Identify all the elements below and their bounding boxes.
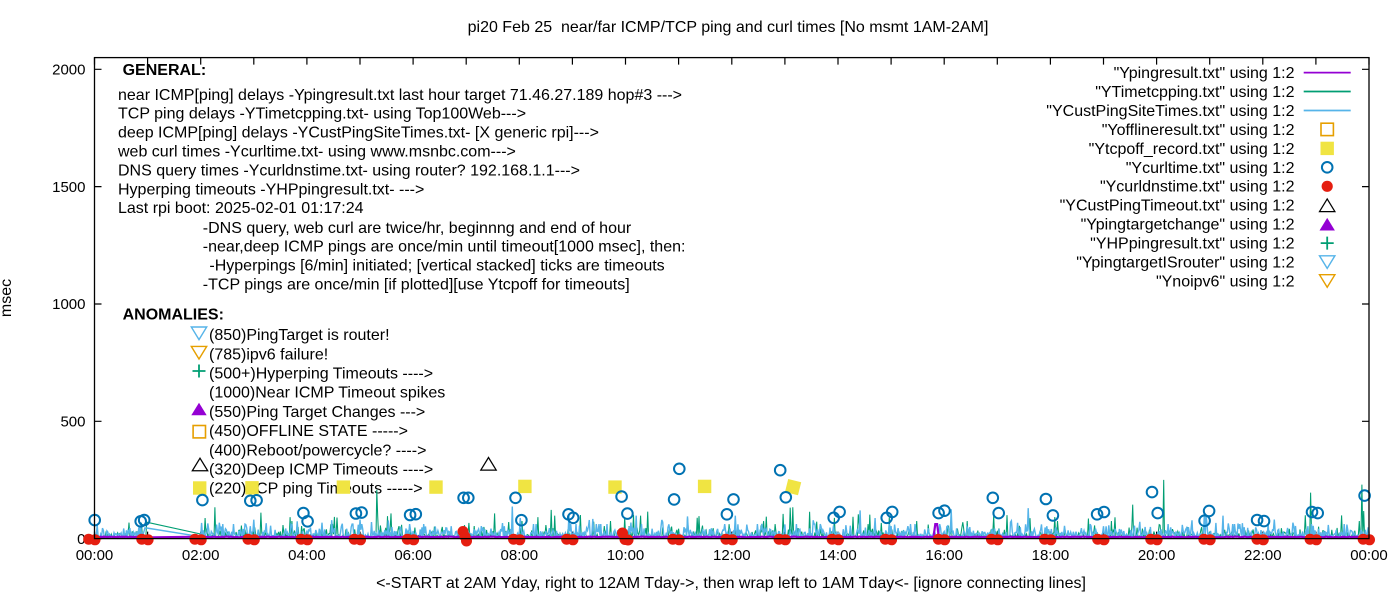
svg-text:GENERAL:: GENERAL: <box>123 62 207 79</box>
svg-text:web curl times -Ycurltime.txt-: web curl times -Ycurltime.txt- using www… <box>117 144 516 161</box>
svg-text:(450)OFFLINE STATE ----->: (450)OFFLINE STATE -----> <box>209 423 408 440</box>
svg-text:(850)PingTarget is router!: (850)PingTarget is router! <box>209 327 390 344</box>
svg-text:TCP ping delays -YTimetcpping.: TCP ping delays -YTimetcpping.txt- using… <box>118 106 526 123</box>
svg-text:-DNS query, web curl are twice: -DNS query, web curl are twice/hr, begin… <box>203 220 632 237</box>
svg-text:"Ynoipv6" using 1:2: "Ynoipv6" using 1:2 <box>1156 273 1295 290</box>
svg-text:ANOMALIES:: ANOMALIES: <box>123 306 224 323</box>
svg-text:"Ypingtargetchange" using 1:2: "Ypingtargetchange" using 1:2 <box>1081 217 1295 234</box>
svg-text:(220)TCP ping Timeouts ----->: (220)TCP ping Timeouts -----> <box>209 481 423 498</box>
svg-text:1000: 1000 <box>52 296 85 313</box>
svg-text:(785)ipv6 failure!: (785)ipv6 failure! <box>209 346 328 363</box>
svg-text:<-START at 2AM Yday, right to: <-START at 2AM Yday, right to 12AM Tday-… <box>376 575 1086 592</box>
svg-text:(1000)Near ICMP Timeout spikes: (1000)Near ICMP Timeout spikes <box>209 385 445 402</box>
svg-text:08:00: 08:00 <box>501 547 539 564</box>
svg-text:500: 500 <box>60 414 85 431</box>
svg-text:18:00: 18:00 <box>1032 547 1070 564</box>
svg-text:"Ypingresult.txt" using 1:2: "Ypingresult.txt" using 1:2 <box>1114 65 1295 82</box>
svg-text:1500: 1500 <box>52 179 85 196</box>
svg-text:"YHPpingresult.txt" using 1:2: "YHPpingresult.txt" using 1:2 <box>1090 236 1294 253</box>
svg-text:"YCustPingTimeout.txt" using 1: "YCustPingTimeout.txt" using 1:2 <box>1060 198 1295 215</box>
svg-text:Hyperping timeouts -YHPpingres: Hyperping timeouts -YHPpingresult.txt- -… <box>118 181 424 198</box>
svg-text:22:00: 22:00 <box>1244 547 1282 564</box>
svg-text:0: 0 <box>77 531 85 548</box>
svg-text:02:00: 02:00 <box>182 547 220 564</box>
svg-text:06:00: 06:00 <box>394 547 432 564</box>
svg-text:12:00: 12:00 <box>713 547 751 564</box>
svg-text:16:00: 16:00 <box>925 547 963 564</box>
svg-text:04:00: 04:00 <box>288 547 326 564</box>
svg-text:"YCustPingSiteTimes.txt" using: "YCustPingSiteTimes.txt" using 1:2 <box>1046 103 1294 120</box>
svg-text:(550)Ping Target Changes --->: (550)Ping Target Changes ---> <box>209 404 425 421</box>
svg-text:"Ytcpoff_record.txt" using 1:2: "Ytcpoff_record.txt" using 1:2 <box>1089 141 1295 158</box>
svg-text:msec: msec <box>0 279 15 317</box>
svg-text:"YpingtargetISrouter" using 1:: "YpingtargetISrouter" using 1:2 <box>1076 255 1294 272</box>
svg-text:-TCP pings are once/min [if pl: -TCP pings are once/min [if plotted][use… <box>203 277 630 294</box>
svg-text:00:00: 00:00 <box>76 547 114 564</box>
svg-text:-Hyperpings [6/min] initiated;: -Hyperpings [6/min] initiated; [vertical… <box>209 258 664 275</box>
svg-text:"Ycurldnstime.txt" using 1:2: "Ycurldnstime.txt" using 1:2 <box>1100 179 1295 196</box>
svg-text:00:00: 00:00 <box>1350 547 1388 564</box>
svg-text:near ICMP[ping] delays -Ypingr: near ICMP[ping] delays -Ypingresult.txt … <box>118 87 682 104</box>
svg-text:"Ycurltime.txt" using 1:2: "Ycurltime.txt" using 1:2 <box>1126 160 1295 177</box>
svg-text:Last rpi boot: 2025-02-01 01:1: Last rpi boot: 2025-02-01 01:17:24 <box>118 200 364 217</box>
svg-text:20:00: 20:00 <box>1138 547 1176 564</box>
svg-text:2000: 2000 <box>52 62 85 79</box>
svg-text:(320)Deep ICMP Timeouts ---->: (320)Deep ICMP Timeouts ----> <box>209 462 433 479</box>
svg-text:DNS query times -Ycurldnstime.: DNS query times -Ycurldnstime.txt- using… <box>118 162 580 179</box>
svg-text:"YTimetcpping.txt" using 1:2: "YTimetcpping.txt" using 1:2 <box>1095 84 1294 101</box>
svg-text:10:00: 10:00 <box>607 547 645 564</box>
svg-text:14:00: 14:00 <box>819 547 857 564</box>
svg-text:-near,deep ICMP pings are once: -near,deep ICMP pings are once/min until… <box>203 239 686 256</box>
svg-text:(400)Reboot/powercycle? ---->: (400)Reboot/powercycle? ----> <box>209 442 426 459</box>
svg-text:deep ICMP[ping] delays -YCustP: deep ICMP[ping] delays -YCustPingSiteTim… <box>118 125 599 142</box>
svg-text:pi20 Feb 25 near/far ICMP/TCP: pi20 Feb 25 near/far ICMP/TCP ping and c… <box>468 19 989 36</box>
svg-text:"Yofflineresult.txt" using 1:2: "Yofflineresult.txt" using 1:2 <box>1102 122 1295 139</box>
svg-text:(500+)Hyperping Timeouts ---->: (500+)Hyperping Timeouts ----> <box>209 366 433 383</box>
